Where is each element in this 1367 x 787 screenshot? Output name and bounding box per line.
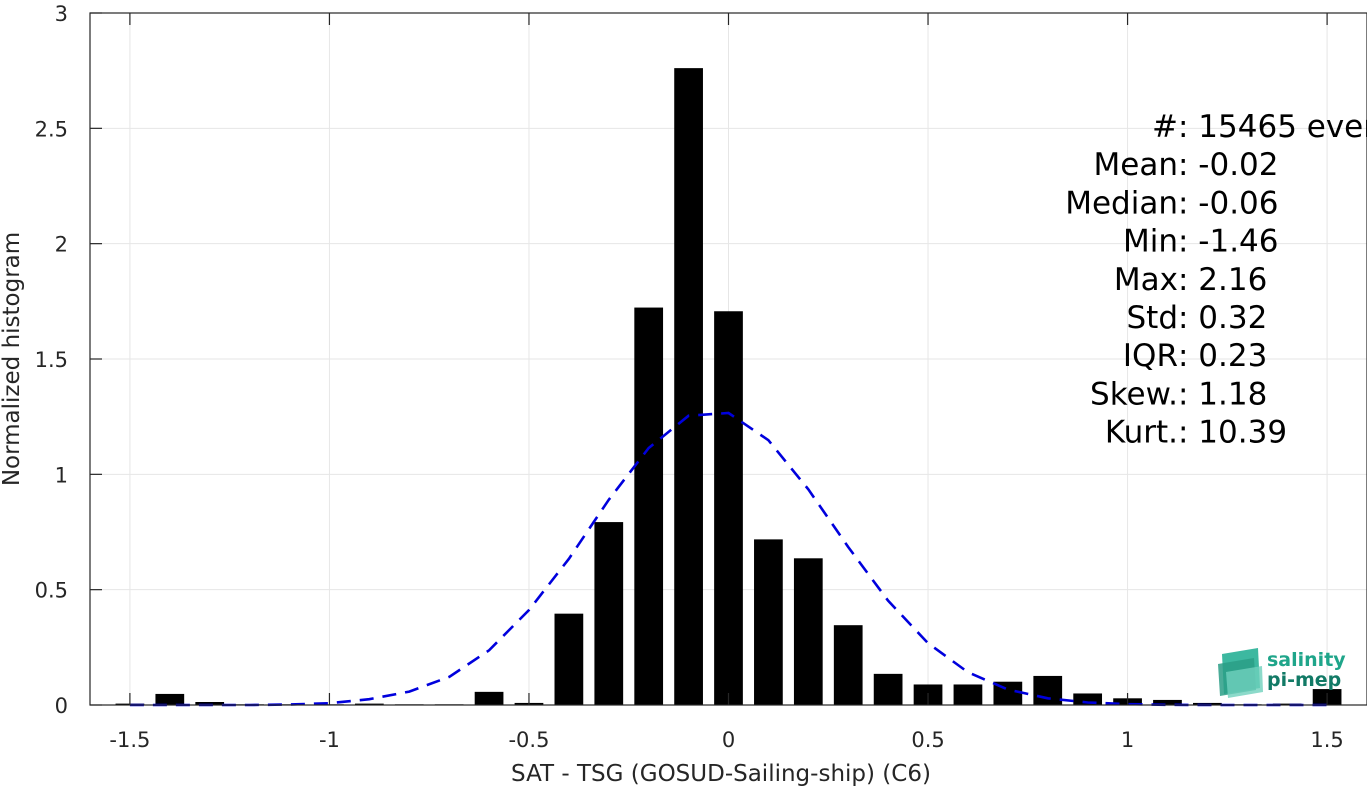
stat-value: : -1.46 xyxy=(1178,224,1279,260)
x-axis-label: SAT - TSG (GOSUD-Sailing-ship) (C6) xyxy=(511,761,931,787)
histogram-bar xyxy=(1272,703,1302,705)
histogram-bar xyxy=(793,558,823,705)
logo-text-salinity: salinity xyxy=(1267,649,1346,671)
stat-label: Max xyxy=(1114,262,1178,298)
x-axis-tick-labels: -1.5 -1 -0.5 0 0.5 1 1.5 xyxy=(109,728,1343,752)
x-tick-label: -1.5 xyxy=(109,728,150,752)
stat-label: Mean xyxy=(1094,147,1178,183)
histogram-bar xyxy=(474,691,504,705)
x-tick-label: 0 xyxy=(722,728,735,752)
histogram-bar xyxy=(155,693,185,705)
stat-label: Skew. xyxy=(1090,376,1178,412)
y-tick-label: 0 xyxy=(55,694,68,718)
x-tick-label: 1.5 xyxy=(1310,728,1343,752)
stat-label: IQR xyxy=(1123,338,1178,374)
histogram-bar xyxy=(354,703,384,705)
histogram-bar xyxy=(833,625,863,705)
stat-value: : 0.32 xyxy=(1178,300,1267,336)
salinity-pi-mep-logo: salinity pi-mep xyxy=(1218,648,1346,698)
histogram-bar xyxy=(634,307,664,705)
y-axis-label: Normalized histogram xyxy=(0,232,25,486)
stat-label: Min xyxy=(1123,224,1178,260)
stat-value: : 10.39 xyxy=(1178,415,1287,451)
y-tick-label: 3 xyxy=(55,2,68,26)
histogram-bar xyxy=(1153,699,1182,705)
stat-label: Kurt. xyxy=(1105,415,1178,451)
histogram-bar xyxy=(554,613,584,705)
histogram-bar xyxy=(195,702,225,705)
x-tick-label: -1 xyxy=(319,728,340,752)
stat-value: : 2.16 xyxy=(1178,262,1267,298)
histogram-bar xyxy=(873,673,903,705)
histogram-bar xyxy=(953,684,983,705)
logo-text-pi-mep: pi-mep xyxy=(1267,669,1341,691)
gaussian-fit-curve xyxy=(129,411,1328,707)
histogram-bar xyxy=(714,311,743,705)
axis-ticks xyxy=(90,12,1328,706)
x-tick-label: 0.5 xyxy=(911,728,944,752)
histogram-bar xyxy=(674,68,703,705)
stat-label: # xyxy=(1152,109,1178,145)
stat-value: : 0.23 xyxy=(1178,338,1267,374)
y-tick-label: 1 xyxy=(55,463,68,487)
y-tick-label: 0.5 xyxy=(35,579,68,603)
y-tick-label: 2 xyxy=(55,233,68,257)
histogram-bar xyxy=(1073,693,1103,705)
histogram-bar xyxy=(754,539,783,705)
histogram-bars xyxy=(115,68,1342,705)
stat-label: Std xyxy=(1126,300,1178,336)
histogram-bar xyxy=(1033,675,1063,705)
stat-value: : 1.18 xyxy=(1178,376,1267,412)
stat-value: : 15465 events xyxy=(1178,109,1367,145)
y-axis-tick-labels: 0 0.5 1 1.5 2 2.5 3 xyxy=(35,2,68,718)
stat-value: : -0.06 xyxy=(1178,185,1279,221)
logo-emblem-icon xyxy=(1218,648,1263,698)
y-tick-label: 2.5 xyxy=(35,117,68,141)
x-tick-label: -0.5 xyxy=(508,728,549,752)
histogram-bar xyxy=(594,522,624,705)
stat-value: : -0.02 xyxy=(1178,147,1279,183)
y-tick-label: 1.5 xyxy=(35,348,68,372)
stat-label: Median xyxy=(1065,185,1178,221)
x-tick-label: 1 xyxy=(1121,728,1134,752)
